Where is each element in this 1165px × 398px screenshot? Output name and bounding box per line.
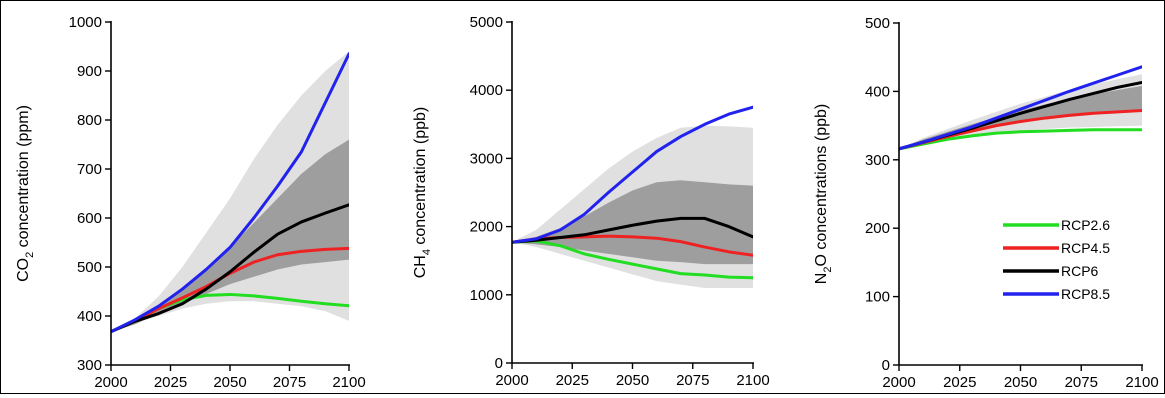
y-tick-label: 400 bbox=[865, 83, 890, 100]
x-tick-label: 2000 bbox=[882, 374, 915, 391]
y-tick-label: 0 bbox=[495, 355, 503, 372]
y-tick-label: 1000 bbox=[69, 14, 102, 31]
y-axis-label-main: CH bbox=[412, 255, 429, 278]
x-tick-label: 2075 bbox=[1065, 374, 1098, 391]
x-tick-label: 2100 bbox=[332, 374, 365, 391]
y-tick-label: 100 bbox=[865, 289, 890, 306]
y-tick-label: 0 bbox=[882, 357, 890, 374]
x-tick-label: 2050 bbox=[1004, 374, 1037, 391]
panel-n2o: 0 100 200 300 400 500 2000 2025 2050 2075 2100 N2O … bbox=[813, 15, 1159, 391]
series-line-RCP6-ch4 bbox=[512, 216, 753, 244]
y-tick-label: 900 bbox=[77, 63, 102, 80]
x-tick-label: 2075 bbox=[273, 374, 306, 391]
y-tick-label: 500 bbox=[865, 15, 890, 32]
y-axis-label-rest: concentration (ppb) bbox=[412, 107, 429, 249]
y-axis-label-ch4: CH4 concentration (ppb) bbox=[412, 107, 433, 279]
y-axis-label-subscript: 4 bbox=[421, 249, 433, 255]
x-tick-label: 2100 bbox=[736, 372, 769, 389]
series-line-RCP2-6-ch4 bbox=[512, 239, 753, 280]
y-axis-label-rest: concentration (ppm) bbox=[15, 105, 32, 252]
x-tick-label: 2000 bbox=[94, 374, 127, 391]
legend-label-RCP6: RCP6 bbox=[1061, 263, 1099, 279]
y-tick-label: 3000 bbox=[470, 150, 503, 167]
y-tick-label: 5000 bbox=[470, 14, 503, 31]
x-tick-label: 2100 bbox=[1125, 374, 1158, 391]
x-tick-label: 2025 bbox=[154, 374, 187, 391]
series-line-RCP8-5-ch4 bbox=[512, 105, 753, 244]
legend-label-RCP8-5: RCP8.5 bbox=[1061, 286, 1110, 302]
x-tick-label: 2025 bbox=[556, 372, 589, 389]
y-tick-label: 600 bbox=[77, 210, 102, 227]
legend-label-RCP2-6: RCP2.6 bbox=[1061, 217, 1110, 233]
x-tick-label: 2000 bbox=[495, 372, 528, 389]
y-tick-label: 1000 bbox=[470, 287, 503, 304]
y-axis-label-n2o: N2O concentrations (ppb) bbox=[813, 104, 834, 284]
y-tick-label: 2000 bbox=[470, 219, 503, 236]
y-tick-label: 4000 bbox=[470, 82, 503, 99]
legend: RCP2.6 RCP4.5 RCP6 RCP8.5 bbox=[1003, 217, 1110, 302]
series-line-RCP6-co2 bbox=[111, 203, 349, 334]
x-tick-label: 2025 bbox=[943, 374, 976, 391]
legend-label-RCP4-5: RCP4.5 bbox=[1061, 240, 1110, 256]
series-line-RCP8-5-co2 bbox=[111, 52, 349, 334]
y-tick-label: 500 bbox=[77, 259, 102, 276]
series-line-RCP8-5-n2o bbox=[899, 65, 1142, 151]
x-tick-label: 2075 bbox=[676, 372, 709, 389]
y-axis-label-co2: CO2 concentration (ppm) bbox=[15, 105, 36, 282]
series-line-RCP2-6-n2o bbox=[899, 128, 1142, 151]
panel-co2: 300 400 500 600 700 800 900 1000 2000 2025 2050 207… bbox=[15, 14, 366, 391]
y-axis-label-subscript: 2 bbox=[24, 252, 36, 258]
y-tick-label: 200 bbox=[865, 220, 890, 237]
panel-ch4: 0 1000 2000 3000 4000 5000 2000 2025 2050 2075 210… bbox=[412, 14, 770, 389]
y-tick-label: 300 bbox=[77, 357, 102, 374]
x-tick-label: 2050 bbox=[616, 372, 649, 389]
uncertainty-band-dark-co2 bbox=[111, 139, 349, 333]
y-axis-label-subscript: 2 bbox=[822, 267, 834, 273]
y-axis-label-main: CO bbox=[15, 258, 32, 282]
y-tick-label: 300 bbox=[865, 152, 890, 169]
y-axis-label-rest: O concentrations (ppb) bbox=[813, 104, 830, 267]
x-tick-label: 2050 bbox=[213, 374, 246, 391]
y-tick-label: 400 bbox=[77, 308, 102, 325]
y-tick-label: 800 bbox=[77, 112, 102, 129]
y-axis-label-main: N bbox=[813, 273, 830, 285]
y-tick-label: 700 bbox=[77, 161, 102, 178]
